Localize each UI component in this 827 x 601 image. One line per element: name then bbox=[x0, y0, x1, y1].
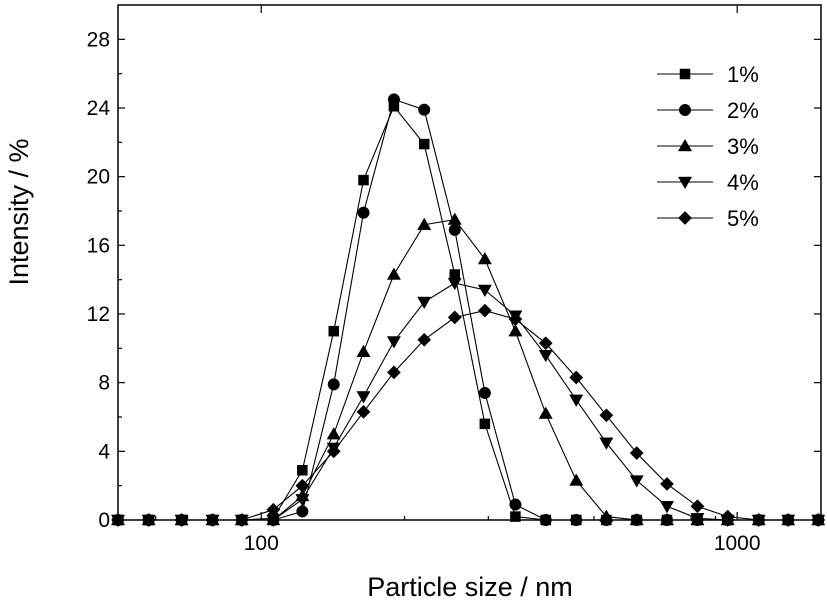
legend-marker bbox=[678, 103, 692, 117]
data-point bbox=[477, 284, 492, 298]
series-line bbox=[118, 98, 819, 521]
data-point bbox=[447, 212, 462, 225]
legend: 1% 2% 3% 4% 5% bbox=[657, 62, 759, 231]
data-point bbox=[629, 475, 644, 488]
data-point bbox=[418, 103, 431, 116]
series-2 bbox=[111, 93, 825, 527]
data-point bbox=[417, 217, 432, 230]
data-point bbox=[690, 499, 705, 514]
data-point bbox=[569, 370, 584, 385]
data-point bbox=[447, 310, 462, 325]
x-tick-label: 1000 bbox=[714, 532, 761, 555]
y-tick-label: 12 bbox=[87, 303, 110, 326]
data-point bbox=[510, 511, 521, 522]
plot-series bbox=[110, 93, 826, 528]
data-point bbox=[328, 325, 339, 337]
series-3 bbox=[110, 212, 826, 526]
series-line bbox=[118, 282, 819, 521]
data-point bbox=[660, 476, 674, 491]
legend-item: 3% bbox=[657, 134, 759, 159]
data-point bbox=[295, 494, 310, 507]
data-point bbox=[447, 277, 462, 291]
data-point bbox=[326, 427, 341, 440]
data-point bbox=[479, 418, 491, 430]
legend-marker bbox=[679, 68, 691, 80]
data-point bbox=[599, 509, 614, 522]
legend-label: 5% bbox=[727, 206, 759, 231]
data-point bbox=[356, 391, 371, 404]
y-tick-label: 8 bbox=[98, 372, 110, 395]
series-1 bbox=[112, 101, 824, 526]
data-point bbox=[297, 464, 308, 476]
data-point bbox=[448, 223, 461, 236]
data-point bbox=[295, 478, 310, 493]
legend-marker bbox=[677, 138, 693, 152]
y-axis-title: Intensity / % bbox=[4, 138, 34, 285]
series-4 bbox=[110, 277, 826, 528]
legend-label: 1% bbox=[727, 62, 759, 87]
data-point bbox=[538, 350, 553, 363]
y-tick-label: 16 bbox=[87, 234, 110, 257]
data-point bbox=[690, 513, 705, 526]
data-point bbox=[629, 512, 644, 526]
data-point bbox=[599, 437, 614, 450]
y-axis: 0 4 8 12 16 20 24 28 bbox=[87, 28, 821, 532]
legend-item: 1% bbox=[657, 62, 759, 87]
data-point bbox=[538, 406, 553, 419]
data-point bbox=[356, 344, 371, 357]
data-point bbox=[508, 324, 523, 337]
x-axis-title: Particle size / nm bbox=[367, 572, 573, 601]
plot-frame bbox=[117, 4, 822, 521]
series-5 bbox=[111, 303, 826, 527]
data-point bbox=[296, 505, 309, 518]
data-point bbox=[508, 312, 523, 327]
data-point bbox=[538, 336, 553, 351]
data-point bbox=[417, 332, 432, 347]
legend-label: 3% bbox=[727, 134, 759, 159]
data-point bbox=[358, 174, 369, 186]
data-point bbox=[417, 296, 432, 310]
data-point bbox=[599, 408, 614, 423]
x-axis: 100 1000 bbox=[155, 5, 761, 555]
data-point bbox=[386, 267, 401, 280]
data-point bbox=[629, 446, 644, 461]
data-point bbox=[386, 336, 401, 349]
data-point bbox=[266, 502, 281, 517]
data-point bbox=[569, 473, 584, 486]
y-tick-label: 28 bbox=[87, 28, 110, 51]
legend-label: 4% bbox=[727, 170, 759, 195]
data-point bbox=[386, 365, 401, 380]
data-point bbox=[477, 251, 492, 265]
y-tick-label: 0 bbox=[98, 509, 110, 532]
legend-item: 2% bbox=[657, 98, 759, 123]
legend-label: 2% bbox=[727, 98, 759, 123]
data-point bbox=[478, 386, 491, 400]
legend-marker bbox=[677, 176, 693, 190]
data-point bbox=[418, 138, 430, 150]
legend-item: 5% bbox=[657, 206, 759, 231]
data-point bbox=[477, 303, 492, 318]
data-point bbox=[356, 404, 371, 419]
data-point bbox=[509, 498, 522, 511]
data-point bbox=[327, 378, 340, 391]
series-line bbox=[118, 105, 819, 521]
series-line bbox=[118, 219, 819, 521]
legend-item: 4% bbox=[657, 170, 759, 195]
data-point bbox=[659, 501, 675, 514]
y-tick-label: 24 bbox=[87, 97, 111, 120]
x-tick-label: 100 bbox=[244, 532, 279, 555]
data-point bbox=[569, 394, 584, 407]
y-tick-label: 20 bbox=[87, 166, 110, 189]
data-point bbox=[357, 206, 370, 219]
y-tick-label: 4 bbox=[98, 440, 110, 463]
data-point bbox=[387, 93, 400, 106]
data-point bbox=[326, 444, 341, 459]
legend-marker bbox=[678, 211, 692, 225]
data-point bbox=[720, 509, 735, 524]
